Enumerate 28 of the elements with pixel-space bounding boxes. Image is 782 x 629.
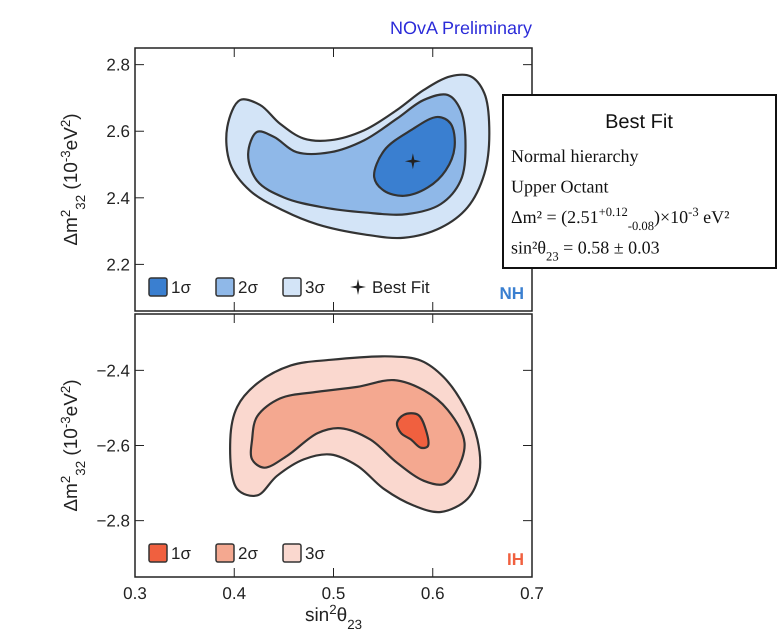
text: Best Fit bbox=[605, 111, 674, 133]
x-tick-label: 0.3 bbox=[123, 584, 147, 603]
x-axis-title: sin$^{2}$θ$_{23}$ bbox=[304, 602, 362, 629]
y-tick-label: 2.6 bbox=[106, 122, 130, 142]
annotation: sin²θ$_{23}$ = 0.58 ± 0.03 bbox=[511, 238, 660, 264]
annotation: Normal hierarchy bbox=[511, 146, 638, 166]
x-tick-label: 0.5 bbox=[322, 584, 346, 603]
legend-label: 1σ bbox=[171, 278, 192, 297]
x-tick-label: 0.7 bbox=[520, 584, 544, 603]
chart-title: NOvA Preliminary bbox=[390, 18, 532, 38]
annotation: IH bbox=[507, 550, 524, 569]
annotation: NH bbox=[499, 284, 524, 303]
legend-label: 3σ bbox=[305, 278, 326, 297]
y-tick-label: −2.6 bbox=[96, 436, 130, 456]
x-tick-label: 0.6 bbox=[420, 584, 445, 603]
y-tick-label: 2.8 bbox=[106, 56, 130, 75]
y-tick-label: 2.4 bbox=[106, 188, 130, 208]
y-tick-label: −2.4 bbox=[96, 361, 130, 380]
legend-label: 1σ bbox=[171, 544, 192, 563]
annotation: Upper Octant bbox=[511, 176, 608, 196]
legend-label: 2σ bbox=[238, 544, 258, 563]
legend-label: 2σ bbox=[238, 278, 258, 297]
x-tick-label: 0.4 bbox=[222, 584, 246, 603]
y-tick-label: −2.8 bbox=[96, 512, 130, 531]
legend-label: 3σ bbox=[305, 544, 326, 563]
legend-label: Best Fit bbox=[372, 278, 430, 297]
annotation: Δm² = (2.51$^{+0.12}$$_{-0.08}$)×10$^{-3}$ eV² bbox=[511, 205, 730, 233]
y-tick-label: 2.2 bbox=[106, 255, 130, 274]
